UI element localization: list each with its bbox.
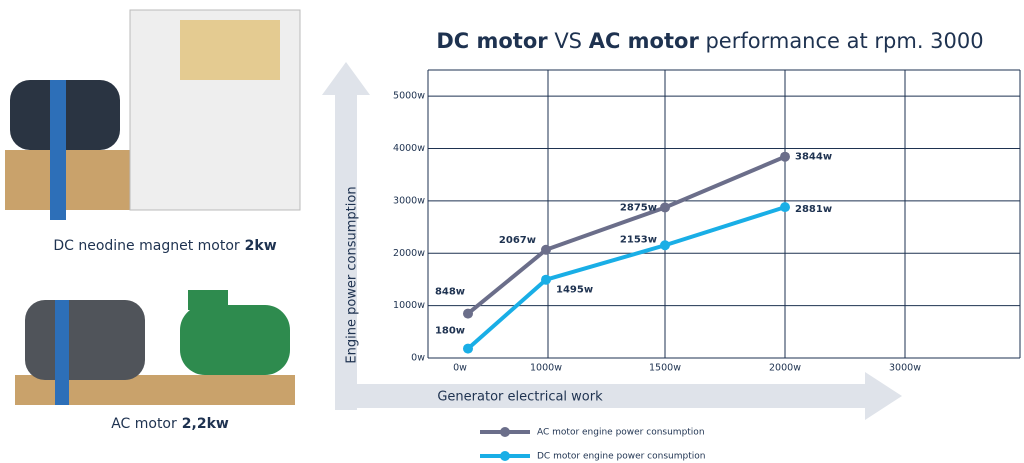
y-tick-label: 2000w <box>393 248 425 259</box>
series-line <box>466 154 786 316</box>
data-point <box>660 202 670 213</box>
data-label: 1495w <box>556 285 593 296</box>
data-label: 2153w <box>620 234 657 245</box>
y-axis-label: Engine power consumption <box>345 186 360 363</box>
data-point <box>541 274 551 285</box>
dc-motor-photo <box>5 9 301 220</box>
legend-marker <box>500 427 510 437</box>
x-tick-label: 3000w <box>889 363 921 374</box>
x-tick-label: 1000w <box>530 363 562 374</box>
series-line <box>466 205 786 351</box>
photo-caption: DC neodine magnet motor 2kw <box>53 238 276 254</box>
title-part: performance at rpm. 3000 <box>699 29 984 53</box>
caption-text: AC motor <box>111 416 177 432</box>
y-tick-label: 5000w <box>393 91 425 102</box>
photo-caption: AC motor 2,2kw <box>111 416 229 432</box>
caption-power: 2,2kw <box>182 416 229 432</box>
y-tick-label: 0w <box>411 353 425 364</box>
data-label: 3844w <box>795 152 832 163</box>
title-part: AC motor <box>589 29 700 53</box>
y-tick-label: 3000w <box>393 195 425 206</box>
data-point <box>463 308 473 319</box>
title-part: VS <box>548 29 589 53</box>
data-label: 2881w <box>795 204 832 215</box>
data-point <box>660 240 670 251</box>
caption-text: DC neodine magnet motor <box>53 238 240 254</box>
chart-title: DC motor VS AC motor performance at rpm.… <box>436 29 983 53</box>
data-label: 180w <box>435 326 465 337</box>
title-part: DC motor <box>436 29 548 53</box>
data-point <box>780 151 790 162</box>
legend-label: AC motor engine power consumption <box>537 428 705 438</box>
y-tick-label: 4000w <box>393 143 425 154</box>
data-point <box>541 244 551 255</box>
x-tick-label: 0w <box>453 363 467 374</box>
data-label: 848w <box>435 287 465 298</box>
y-tick-label: 1000w <box>393 300 425 311</box>
data-label: 2875w <box>620 202 657 213</box>
data-point <box>463 343 473 354</box>
ac-motor-photo <box>15 290 295 405</box>
caption-power: 2kw <box>245 238 277 254</box>
data-point <box>780 202 790 213</box>
data-label: 2067w <box>499 235 536 246</box>
x-tick-label: 2000w <box>769 363 801 374</box>
x-axis-arrow <box>335 372 902 420</box>
x-tick-label: 1500w <box>649 363 681 374</box>
legend-marker <box>500 451 510 461</box>
y-axis-arrow <box>322 62 370 410</box>
x-axis-label: Generator electrical work <box>437 390 603 405</box>
legend-label: DC motor engine power consumption <box>537 452 705 462</box>
